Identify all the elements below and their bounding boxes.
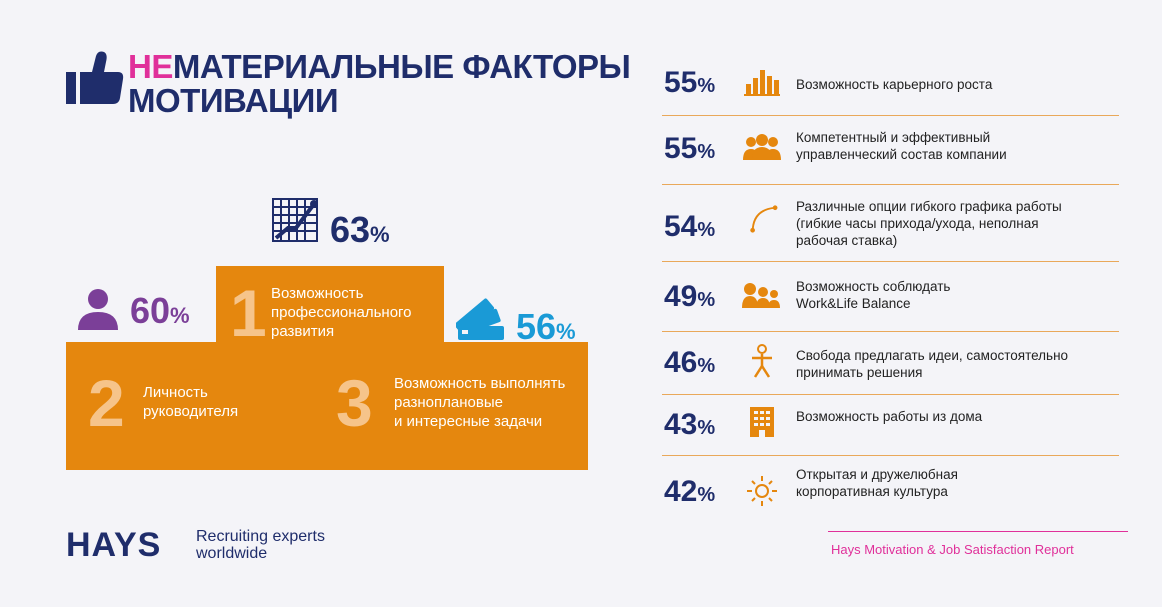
- title-highlight: НЕ: [128, 48, 173, 85]
- factor-label: Различные опции гибкого графика работы (…: [796, 199, 1062, 248]
- divider: [662, 115, 1119, 116]
- factor-label: Свобода предлагать идеи, самостоятельно …: [796, 348, 1069, 380]
- factor-label: Открытая и дружелюбная корпоративная кул…: [796, 467, 958, 499]
- report-divider: [828, 531, 1128, 532]
- factor-percent: 49%: [664, 280, 716, 313]
- third-place-percent: 56: [516, 306, 557, 347]
- building-icon: [750, 407, 774, 437]
- third-place-stat: 56%: [516, 306, 576, 347]
- person-icon: [752, 344, 772, 378]
- podium-first: [216, 266, 444, 348]
- third-place-label: Возможность выполнять разноплановые и ин…: [394, 375, 566, 430]
- first-place-stat: 63%: [330, 209, 390, 250]
- tagline: Recruiting experts worldwide: [196, 528, 325, 562]
- second-place-stat: 60%: [130, 290, 190, 331]
- report-title: Hays Motivation & Job Satisfaction Repor…: [831, 542, 1074, 557]
- factor-percent: 43%: [664, 408, 716, 441]
- second-place-label: Личность руководителя: [143, 384, 239, 420]
- divider: [662, 394, 1119, 395]
- first-place-percent: 63: [330, 209, 371, 250]
- divider: [662, 184, 1119, 185]
- person-icon: [78, 289, 118, 330]
- bar-chart-icon: [744, 70, 780, 96]
- cards-icon: [456, 298, 504, 340]
- title-line1: МАТЕРИАЛЬНЫЕ ФАКТОРЫ: [172, 48, 631, 85]
- curve-icon: [750, 205, 778, 233]
- factor-percent: 55%: [664, 66, 716, 99]
- hays-logo: HAYS: [66, 526, 162, 564]
- factor-percent: 55%: [664, 132, 716, 165]
- sun-icon: [747, 476, 777, 506]
- rank-3: 3: [336, 366, 373, 440]
- divider: [662, 331, 1119, 332]
- podium-base: [66, 342, 588, 470]
- factor-label: Компетентный и эффективный управленчески…: [796, 130, 1007, 162]
- divider: [662, 261, 1119, 262]
- second-place-percent: 60: [130, 290, 171, 331]
- thumbs-up-icon: [66, 51, 124, 104]
- factor-label: Возможность соблюдать Work&Life Balance: [796, 279, 951, 311]
- factor-percent: 54%: [664, 210, 716, 243]
- factor-percent: 46%: [664, 346, 716, 379]
- title-line2: МОТИВАЦИИ: [128, 82, 339, 119]
- team-icon: [743, 134, 781, 160]
- factor-percent: 42%: [664, 475, 716, 508]
- people-group-icon: [742, 283, 780, 308]
- factor-label: Возможность карьерного роста: [796, 77, 993, 92]
- divider: [662, 455, 1119, 456]
- rank-1: 1: [230, 276, 267, 350]
- page-title: НЕМАТЕРИАЛЬНЫЕ ФАКТОРЫ МОТИВАЦИИ: [128, 48, 631, 119]
- factor-label: Возможность работы из дома: [796, 409, 983, 424]
- growth-chart-icon: [272, 198, 318, 242]
- rank-2: 2: [88, 366, 125, 440]
- first-place-label: Возможность профессионального развития: [271, 285, 412, 340]
